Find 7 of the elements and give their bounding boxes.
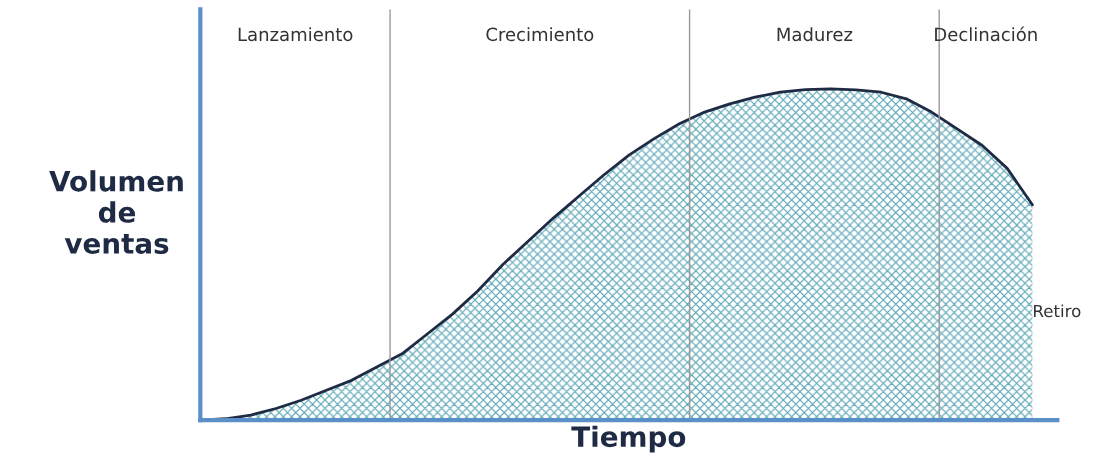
x-axis-title: Tiempo: [571, 425, 686, 453]
text: Declinación: [935, 26, 1037, 42]
annotation: Retiro: [1034, 304, 1081, 318]
text: Madurez: [777, 27, 853, 42]
y-axis-title: Volumen de ventas: [49, 170, 183, 254]
text: Crecimiento: [486, 27, 594, 42]
text: Lanzamiento: [238, 27, 353, 42]
